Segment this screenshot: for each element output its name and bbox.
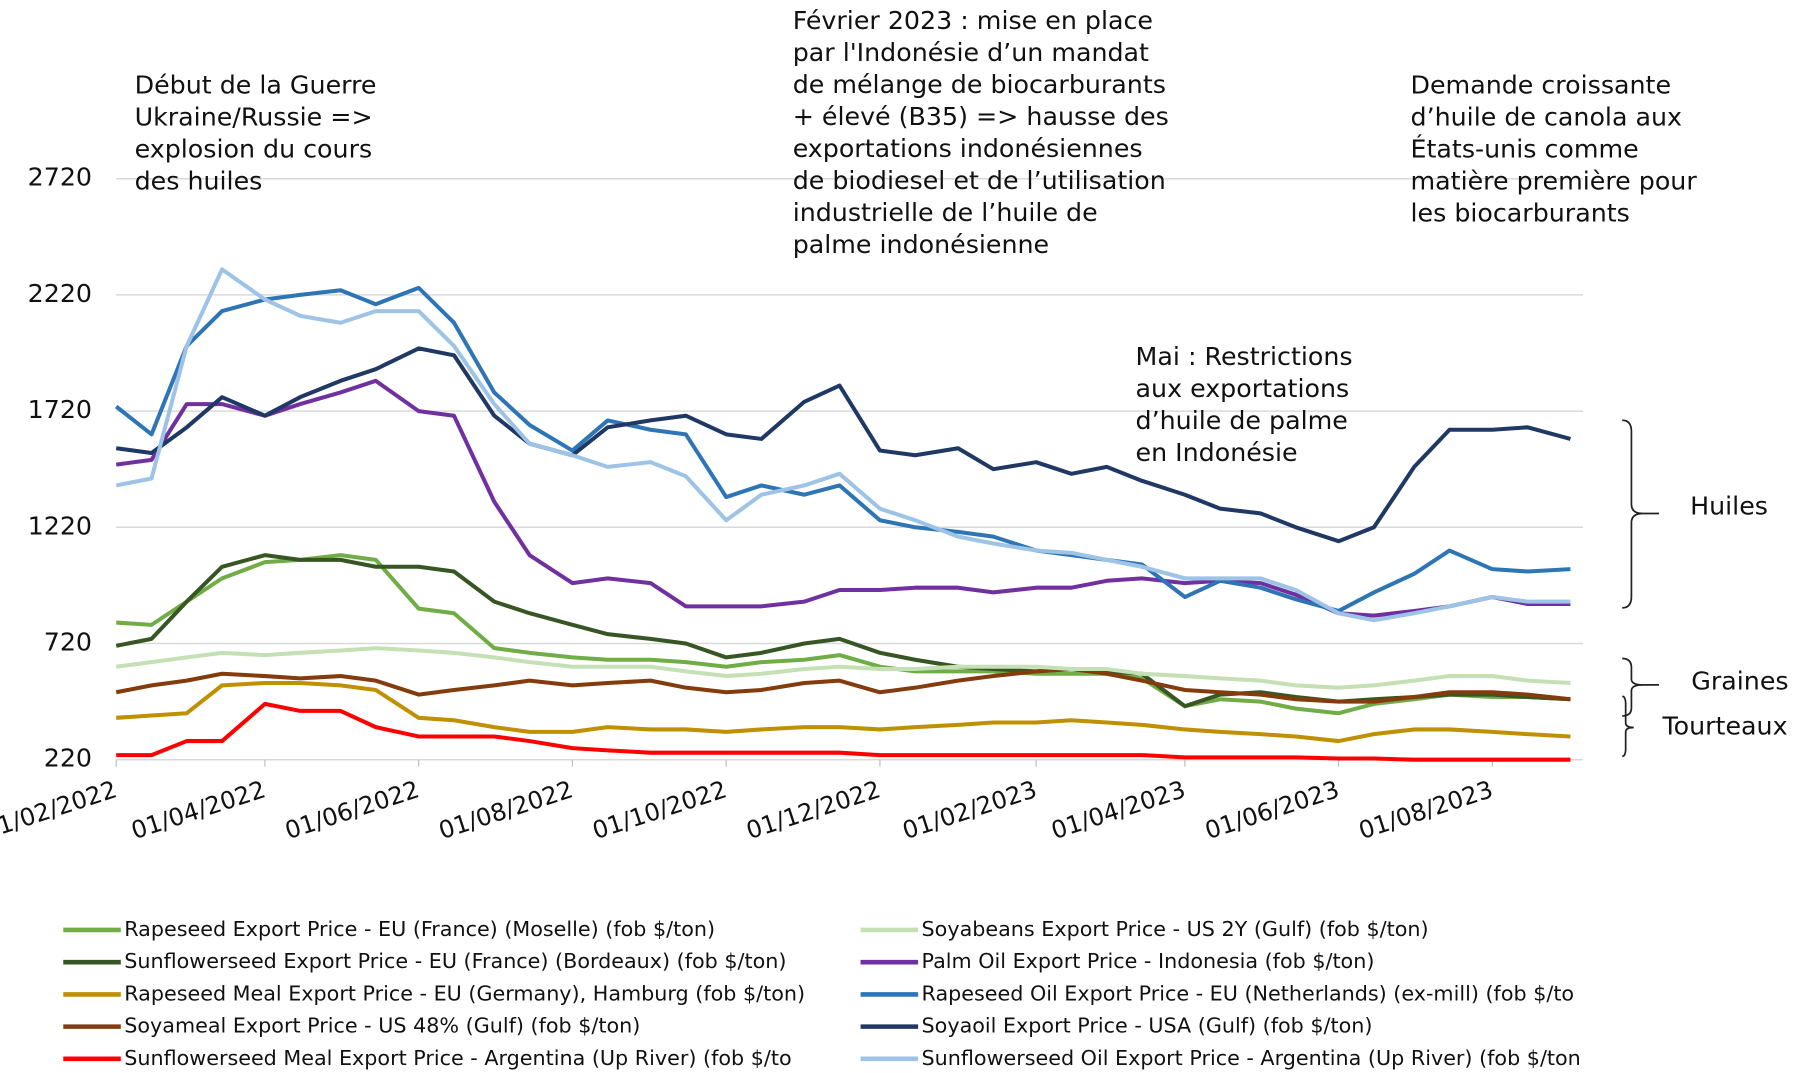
series-line: [115, 346, 1571, 544]
y-tick-label: 1220: [28, 511, 92, 540]
annotation: États-unis comme: [1411, 135, 1639, 164]
group-label: Graines: [1691, 667, 1788, 696]
annotation: Mai : Restrictions: [1136, 342, 1353, 371]
annotation: Début de la Guerre: [135, 71, 377, 100]
series-line: [115, 267, 1571, 623]
series-line: [115, 378, 1571, 618]
series-line: [115, 646, 1571, 690]
annotation: industrielle de l’huile de: [793, 198, 1098, 227]
legend-label: Soyabeans Export Price - US 2Y (Gulf) (f…: [922, 917, 1429, 941]
annotation: Février 2023 : mise en place: [793, 6, 1153, 35]
legend-label: Sunflowerseed Meal Export Price - Argent…: [124, 1046, 791, 1070]
series-line: [116, 680, 1571, 744]
y-tick-label: 2220: [28, 279, 92, 308]
annotation: palme indonésienne: [793, 230, 1049, 259]
annotation: aux exportations: [1136, 374, 1350, 403]
annotation: d’huile de canola aux: [1411, 103, 1683, 132]
annotation: en Indonésie: [1136, 438, 1298, 467]
y-tick-label: 720: [44, 627, 92, 656]
legend-label: Sunflowerseed Export Price - EU (France)…: [124, 949, 786, 973]
y-tick-label: 2720: [28, 163, 92, 192]
x-tick-label: 01/04/2023: [1048, 775, 1189, 845]
x-tick-label: 01/02/2022: [0, 775, 120, 845]
group-label: Tourteaux: [1661, 711, 1787, 740]
annotation: de mélange de biocarburants: [793, 70, 1166, 99]
legend-label: Soyaoil Export Price - USA (Gulf) (fob $…: [922, 1014, 1373, 1038]
brace-huiles: [1622, 419, 1660, 609]
series-line: [116, 553, 1571, 716]
x-tick-label: 01/12/2022: [743, 775, 884, 845]
x-tick-label: 01/02/2023: [899, 775, 1040, 845]
annotation: par l'Indonésie d’un mandat: [793, 38, 1149, 67]
legend-label: Rapeseed Export Price - EU (France) (Mos…: [124, 917, 715, 941]
brace-tourteaux: [1622, 695, 1634, 758]
x-tick-label: 01/10/2022: [589, 775, 730, 845]
x-tick-label: 01/08/2022: [435, 775, 576, 845]
annotation: les biocarburants: [1411, 199, 1630, 228]
annotation: exportations indonésiennes: [793, 134, 1143, 163]
annotation: explosion du cours: [135, 135, 373, 164]
annotation: matière première pour: [1411, 167, 1698, 196]
x-tick-label: 01/04/2022: [128, 775, 269, 845]
legend-label: Rapeseed Oil Export Price - EU (Netherla…: [922, 981, 1575, 1005]
legend-label: Soyameal Export Price - US 48% (Gulf) (f…: [124, 1014, 640, 1038]
annotation: des huiles: [135, 167, 263, 196]
legend-label: Palm Oil Export Price - Indonesia (fob $…: [922, 949, 1375, 973]
annotation: Ukraine/Russie =>: [135, 103, 373, 132]
y-tick-label: 1720: [28, 395, 92, 424]
annotation: d’huile de palme: [1136, 406, 1348, 435]
x-tick-label: 01/06/2022: [282, 775, 423, 845]
y-tick-label: 220: [44, 744, 92, 773]
group-label: Huiles: [1690, 492, 1768, 521]
brace-graines: [1622, 657, 1660, 717]
annotation: + élevé (B35) => hausse des: [793, 102, 1169, 131]
series-line: [114, 285, 1571, 613]
series-line: [116, 701, 1571, 762]
legend-label: Rapeseed Meal Export Price - EU (Germany…: [124, 981, 805, 1005]
annotation: de biodiesel et de l’utilisation: [793, 166, 1166, 195]
legend-label: Sunflowerseed Oil Export Price - Argenti…: [922, 1046, 1581, 1070]
x-tick-label: 01/06/2023: [1202, 775, 1343, 845]
x-tick-label: 01/08/2023: [1355, 775, 1496, 845]
annotation: Demande croissante: [1411, 71, 1672, 100]
series-line: [115, 667, 1571, 704]
